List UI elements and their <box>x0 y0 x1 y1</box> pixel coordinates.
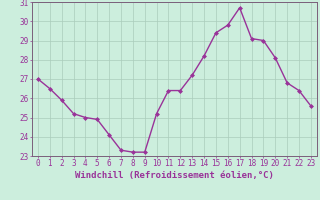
X-axis label: Windchill (Refroidissement éolien,°C): Windchill (Refroidissement éolien,°C) <box>75 171 274 180</box>
